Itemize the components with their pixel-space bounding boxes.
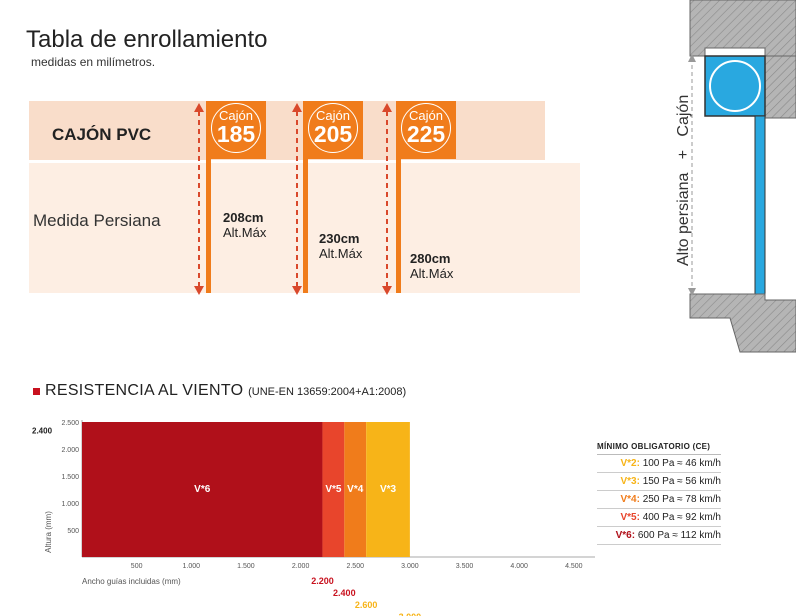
box-205-badge: Cajón 205 — [305, 101, 363, 159]
page-subtitle: medidas en milímetros. — [31, 55, 156, 69]
box-205-column — [303, 101, 308, 293]
box-185-column — [206, 101, 211, 293]
window-section-diagram — [688, 0, 796, 353]
wind-title-text: RESISTENCIA AL VIENTO — [45, 382, 244, 399]
box-225-label: Cajón — [409, 108, 443, 123]
box-185-height: 208cm — [223, 210, 264, 225]
box-225-note: Alt.Máx — [410, 266, 454, 281]
bar-V6 — [82, 422, 323, 557]
box-185-measure: 208cm Alt.Máx — [223, 210, 266, 240]
bar-V3 — [366, 422, 410, 557]
plus-label: + — [675, 149, 692, 160]
y-tick-label: 2.500 — [61, 420, 79, 427]
page-title: Tabla de enrollamiento — [26, 26, 268, 53]
box-205-height: 230cm — [319, 231, 360, 246]
y-tick-label: 1.500 — [61, 474, 79, 481]
y-tick-label: 1.000 — [61, 501, 79, 508]
box-225-measure: 280cm Alt.Máx — [410, 251, 453, 281]
legend-code: V*5: — [620, 512, 643, 523]
x-axis-label: Ancho guías incluidas (mm) — [82, 577, 181, 586]
wind-chart: V*6 2.200 V*5 2.400 V*4 2.600 V*3 3.000 500 1.000… — [32, 420, 595, 616]
x-tick-label: 2.000 — [292, 563, 310, 570]
legend-text: 100 Pa ≈ 46 km/h — [642, 458, 721, 469]
bar-label: V*3 — [380, 484, 397, 495]
y-axis-label: Altura (mm) — [44, 511, 53, 553]
y-tick-label: 2.000 — [61, 447, 79, 454]
medida-persiana-label: Medida Persiana — [33, 211, 161, 230]
legend-text: 400 Pa ≈ 92 km/h — [642, 512, 721, 523]
bar-label: V*6 — [194, 484, 211, 495]
box-185-height-arrow — [194, 103, 204, 295]
diagram-vertical-label: Alto persiana + Cajón — [675, 95, 693, 266]
box-225-badge: Cajón 225 — [398, 101, 456, 159]
box-185-label: Cajón — [219, 108, 253, 123]
bar-end-label: 3.000 — [399, 612, 422, 616]
legend-code: V*6: — [615, 530, 638, 541]
wind-title: RESISTENCIA AL VIENTO (UNE-EN 13659:2004… — [45, 382, 406, 400]
y-tick-label: 500 — [67, 528, 79, 535]
x-tick-label: 3.000 — [401, 563, 419, 570]
legend-text: 150 Pa ≈ 56 km/h — [642, 476, 721, 487]
cajon-label: Cajón — [675, 94, 692, 137]
roller-icon — [709, 60, 761, 112]
legend-row: V*5: 400 Pa ≈ 92 km/h — [597, 509, 721, 527]
bar-end-label: 2.600 — [355, 600, 378, 610]
legend-title: MÍNIMO OBLIGATORIO (CE) — [597, 442, 721, 455]
box-225-size: 225 — [406, 121, 446, 147]
box-205-label: Cajón — [316, 108, 350, 123]
box-205-size: 205 — [313, 121, 353, 147]
bar-V5 — [322, 422, 345, 557]
legend-code: V*3: — [620, 476, 643, 487]
bar-label: V*4 — [347, 484, 364, 495]
box-205-height-arrow — [292, 103, 302, 295]
box-185-note: Alt.Máx — [223, 225, 267, 240]
x-tick-label: 4.000 — [510, 563, 528, 570]
bar-V4 — [344, 422, 367, 557]
legend-text: 600 Pa ≈ 112 km/h — [637, 530, 721, 541]
legend-row: V*6: 600 Pa ≈ 112 km/h — [597, 527, 721, 545]
top-wall — [689, 0, 796, 57]
cajon-pvc-row — [29, 101, 545, 160]
bottom-sill — [689, 293, 796, 353]
box-225-height: 280cm — [410, 251, 451, 266]
box-205-measure: 230cm Alt.Máx — [319, 231, 362, 261]
box-225-column — [396, 101, 401, 293]
legend-code: V*2: — [620, 458, 643, 469]
x-tick-label: 4.500 — [565, 563, 583, 570]
legend-row: V*4: 250 Pa ≈ 78 km/h — [597, 491, 721, 509]
x-tick-label: 500 — [131, 563, 143, 570]
x-tick-label: 2.500 — [346, 563, 364, 570]
x-tick-label: 1.500 — [237, 563, 255, 570]
wind-standard: (UNE-EN 13659:2004+A1:2008) — [248, 386, 407, 398]
legend-row: V*3: 150 Pa ≈ 56 km/h — [597, 473, 721, 491]
cajon-pvc-label: CAJÓN PVC — [52, 125, 152, 144]
box-185-size: 185 — [216, 121, 256, 147]
bar-end-label: 2.200 — [311, 576, 334, 586]
box-225-height-arrow — [382, 103, 392, 295]
y-highlight-label: 2.400 — [32, 426, 53, 435]
bar-label: V*5 — [325, 484, 342, 495]
bar-end-label: 2.400 — [333, 588, 356, 598]
box-205-note: Alt.Máx — [319, 246, 363, 261]
legend-row: V*2: 100 Pa ≈ 46 km/h — [597, 455, 721, 473]
legend-code: V*4: — [620, 494, 643, 505]
x-tick-label: 1.000 — [183, 563, 201, 570]
legend-text: 250 Pa ≈ 78 km/h — [642, 494, 721, 505]
box-185-badge: Cajón 185 — [208, 101, 266, 159]
x-tick-label: 3.500 — [456, 563, 474, 570]
alto-persiana-label: Alto persiana — [675, 172, 692, 266]
section-marker — [33, 388, 40, 395]
wind-legend: MÍNIMO OBLIGATORIO (CE) V*2: 100 Pa ≈ 46… — [597, 442, 721, 545]
